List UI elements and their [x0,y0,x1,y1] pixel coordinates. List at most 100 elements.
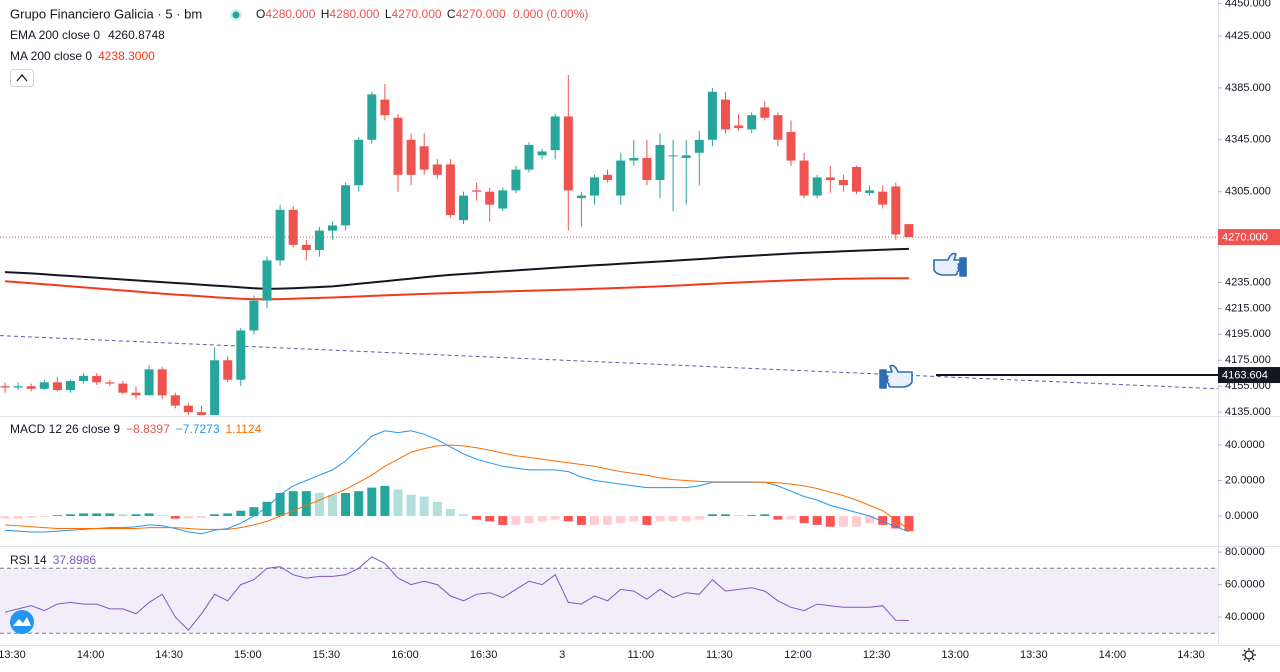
y-tick-label: 4175.000 [1225,354,1271,366]
macd-pane [0,430,914,535]
histogram-bar [616,516,626,524]
x-tick-label: 13:30 [0,649,26,661]
candle-body [223,360,233,380]
price-label: 4163.604 [1222,369,1268,381]
y-tick-label: 4215.000 [1225,302,1271,314]
histogram-bar [825,516,835,527]
histogram-bar [721,514,730,517]
candle-body [459,195,468,221]
candle-body [354,139,364,186]
candle-body [865,190,875,193]
price-pane [0,74,1218,415]
price-label-box [1218,367,1280,384]
ma-value: 4238.3000 [98,49,155,63]
histogram-bar [236,510,246,517]
moving-average-line [4,247,909,290]
candle-body [183,405,193,413]
candle-body [328,225,337,231]
histogram-bar [524,516,534,524]
candle-body [511,169,521,191]
histogram-bar [13,516,23,519]
macd-line [4,444,910,531]
histogram-bar [262,501,272,517]
histogram-bar [459,514,468,517]
status-dot [232,11,240,19]
histogram-bar [314,492,324,517]
histogram-bar [380,485,390,517]
x-tick-label: 13:00 [941,649,969,661]
candle-body [0,386,10,388]
candle-body [852,167,861,192]
candle-body [629,157,639,161]
y-tick-label: 4385.000 [1225,82,1271,94]
histogram-bar [249,507,259,517]
ohlc-key: H [321,7,330,21]
histogram-bar [865,516,875,524]
candle-body [668,155,678,157]
candle-body [13,386,23,388]
candle-body [472,190,482,192]
candle-body [393,117,403,175]
histogram-bar [419,496,429,517]
histogram-bar [603,516,613,525]
ma-legend: MA 200 close 0 4238.3000 [10,49,155,63]
candle-body [655,144,665,181]
macd-value: −7.7273 [176,422,220,436]
histogram-bar [170,516,180,519]
histogram-bar [734,515,744,517]
macd-name: MACD 12 26 close 9 [10,422,120,436]
histogram-bar [105,513,115,517]
y-tick-label: 4305.000 [1225,186,1271,198]
ema-name: EMA 200 close 0 [10,28,100,42]
y-tick-label: 60.0000 [1225,578,1265,590]
collapse-button[interactable] [10,69,34,87]
histogram-bar [92,513,102,517]
pointing-hand-icon [879,364,913,389]
logo-mark [13,617,31,626]
candle-body [301,244,311,251]
histogram-bar [747,515,757,517]
histogram-bar [786,516,796,520]
candle-body [747,115,757,130]
histogram-bar [26,516,36,518]
y-tick-label: 80.0000 [1225,546,1265,558]
y-tick-label: 4195.000 [1225,328,1271,340]
rsi-name: RSI 14 [10,553,47,567]
histogram-bar [642,516,652,525]
histogram-bar [341,492,351,517]
candle-body [799,160,809,196]
candle-body [642,157,652,181]
candle-body [249,300,259,331]
ema-value: 4260.8748 [108,28,165,42]
price-label-box [1218,229,1280,246]
histogram-bar [79,513,89,517]
candle-body [616,160,626,196]
settings-icon[interactable] [1242,648,1256,662]
x-tick-label: 14:00 [1099,649,1127,661]
ohlc-value: 4280.000 [329,7,379,21]
candle-body [445,164,455,216]
candle-body [550,116,560,151]
histogram-bar [773,516,783,520]
histogram-bar [485,516,495,522]
histogram-bar [197,516,206,518]
x-tick-label: 16:00 [391,649,419,661]
histogram-bar [144,513,154,517]
histogram-bar [367,487,377,517]
candle-body [26,386,36,389]
symbol-title: Grupo Financiero Galicia · 5 · bm [10,6,202,21]
histogram-bar [432,501,442,517]
candle-body [734,125,744,129]
candle-body [380,99,390,116]
histogram-bar [668,516,678,522]
x-tick-label: 12:30 [863,649,891,661]
candle-body [92,375,102,383]
histogram-bar [891,516,901,529]
ohlc-key: C [447,7,456,21]
histogram-bar [183,516,193,519]
y-tick-label: 20.0000 [1225,474,1265,486]
histogram-bar [131,514,141,517]
ohlc-legend: O4280.000 H4280.000 L4270.000 C4270.000 … [256,7,588,21]
